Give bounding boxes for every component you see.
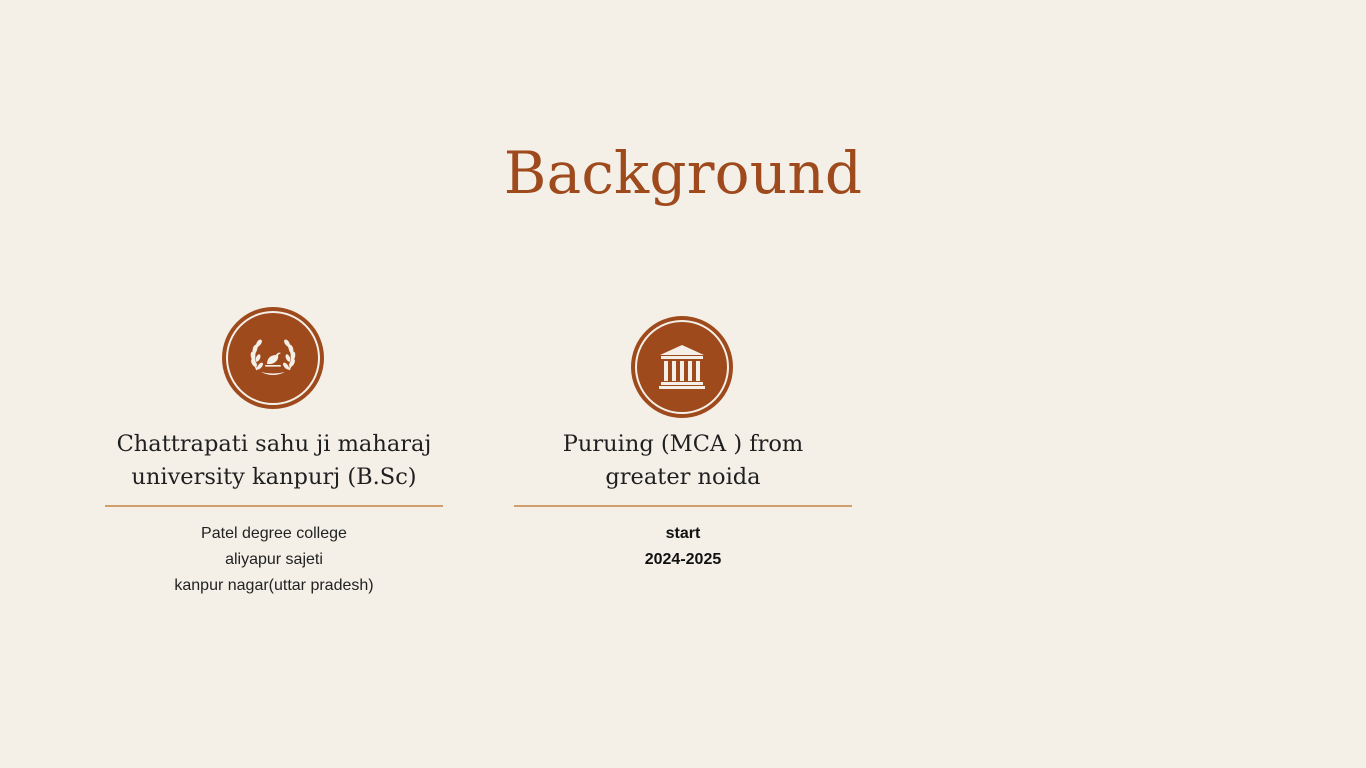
detail-line: Patel degree college <box>201 525 347 542</box>
card-details: Patel degree college aliyapur sajeti kan… <box>105 521 443 599</box>
card-heading-line1: Puruing (MCA ) from <box>562 431 804 457</box>
card-heading-line2: university kanpurj (B.Sc) <box>131 464 417 490</box>
detail-line: kanpur nagar(uttar pradesh) <box>174 577 374 594</box>
card-heading-line1: Chattrapati sahu ji maharaj <box>116 431 432 457</box>
laurel-bird-icon <box>222 307 324 409</box>
institution-building-icon <box>631 316 733 418</box>
detail-line: 2024-2025 <box>644 551 722 568</box>
slide-title: Background <box>503 139 863 207</box>
card-heading-line2: greater noida <box>605 464 761 490</box>
divider <box>514 505 852 507</box>
detail-line: start <box>665 525 701 542</box>
detail-line: aliyapur sajeti <box>225 551 323 568</box>
card-heading: Puruing (MCA ) from greater noida <box>514 428 852 494</box>
card-details: start 2024-2025 <box>514 521 852 573</box>
card-heading: Chattrapati sahu ji maharaj university k… <box>105 428 443 494</box>
divider <box>105 505 443 507</box>
